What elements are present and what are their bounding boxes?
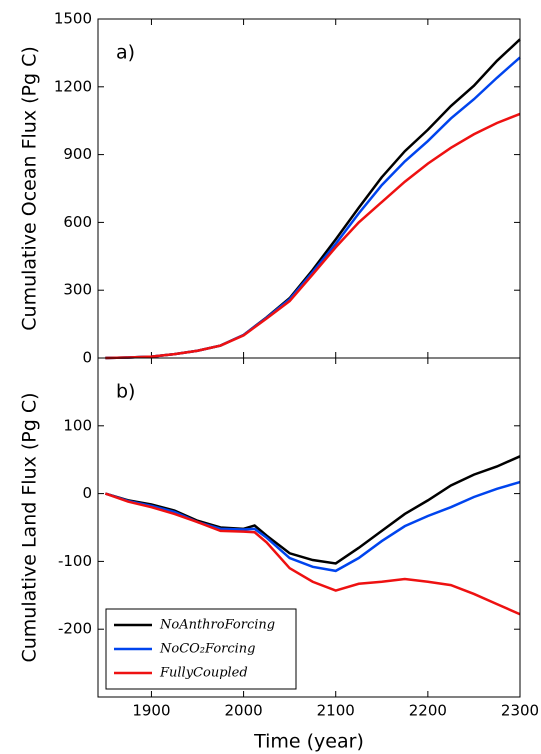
y-tick-label: 300 [63,281,92,299]
series-line [104,480,521,573]
x-tick-label: 2000 [224,702,262,720]
x-tick-label: 2100 [317,702,355,720]
y-tick-label: 0 [82,349,92,367]
panel-label: b) [116,381,135,403]
y-tick-label: 1200 [54,77,92,95]
y-tick-label: -100 [58,552,92,570]
axes-frame [97,18,521,359]
legend-label: NoCO₂Forcing [159,642,256,657]
y-tick-label: 0 [82,484,92,502]
y-tick-label: 900 [63,145,92,163]
series-line [105,56,521,360]
x-tick-label: 2200 [409,702,447,720]
x-tick-label: 2300 [501,702,539,720]
axes-frame [97,357,521,698]
x-axis-label: Time (year) [253,731,364,753]
x-tick-label: 1900 [132,702,170,720]
panel-label: a) [116,42,135,64]
series-line [105,112,521,360]
y-tick-label: 600 [63,213,92,231]
y-tick-label: -200 [58,620,92,638]
y-tick-label: 100 [63,416,92,434]
series-line [105,38,521,360]
legend-label: FullyCoupled [159,666,248,681]
y-axis-label: Cumulative Ocean Flux (Pg C) [19,46,41,330]
series-line [104,492,521,616]
y-tick-label: 1500 [54,10,92,28]
y-axis-label: Cumulative Land Flux (Pg C) [19,392,41,662]
legend-label: NoAnthroForcing [159,618,275,633]
